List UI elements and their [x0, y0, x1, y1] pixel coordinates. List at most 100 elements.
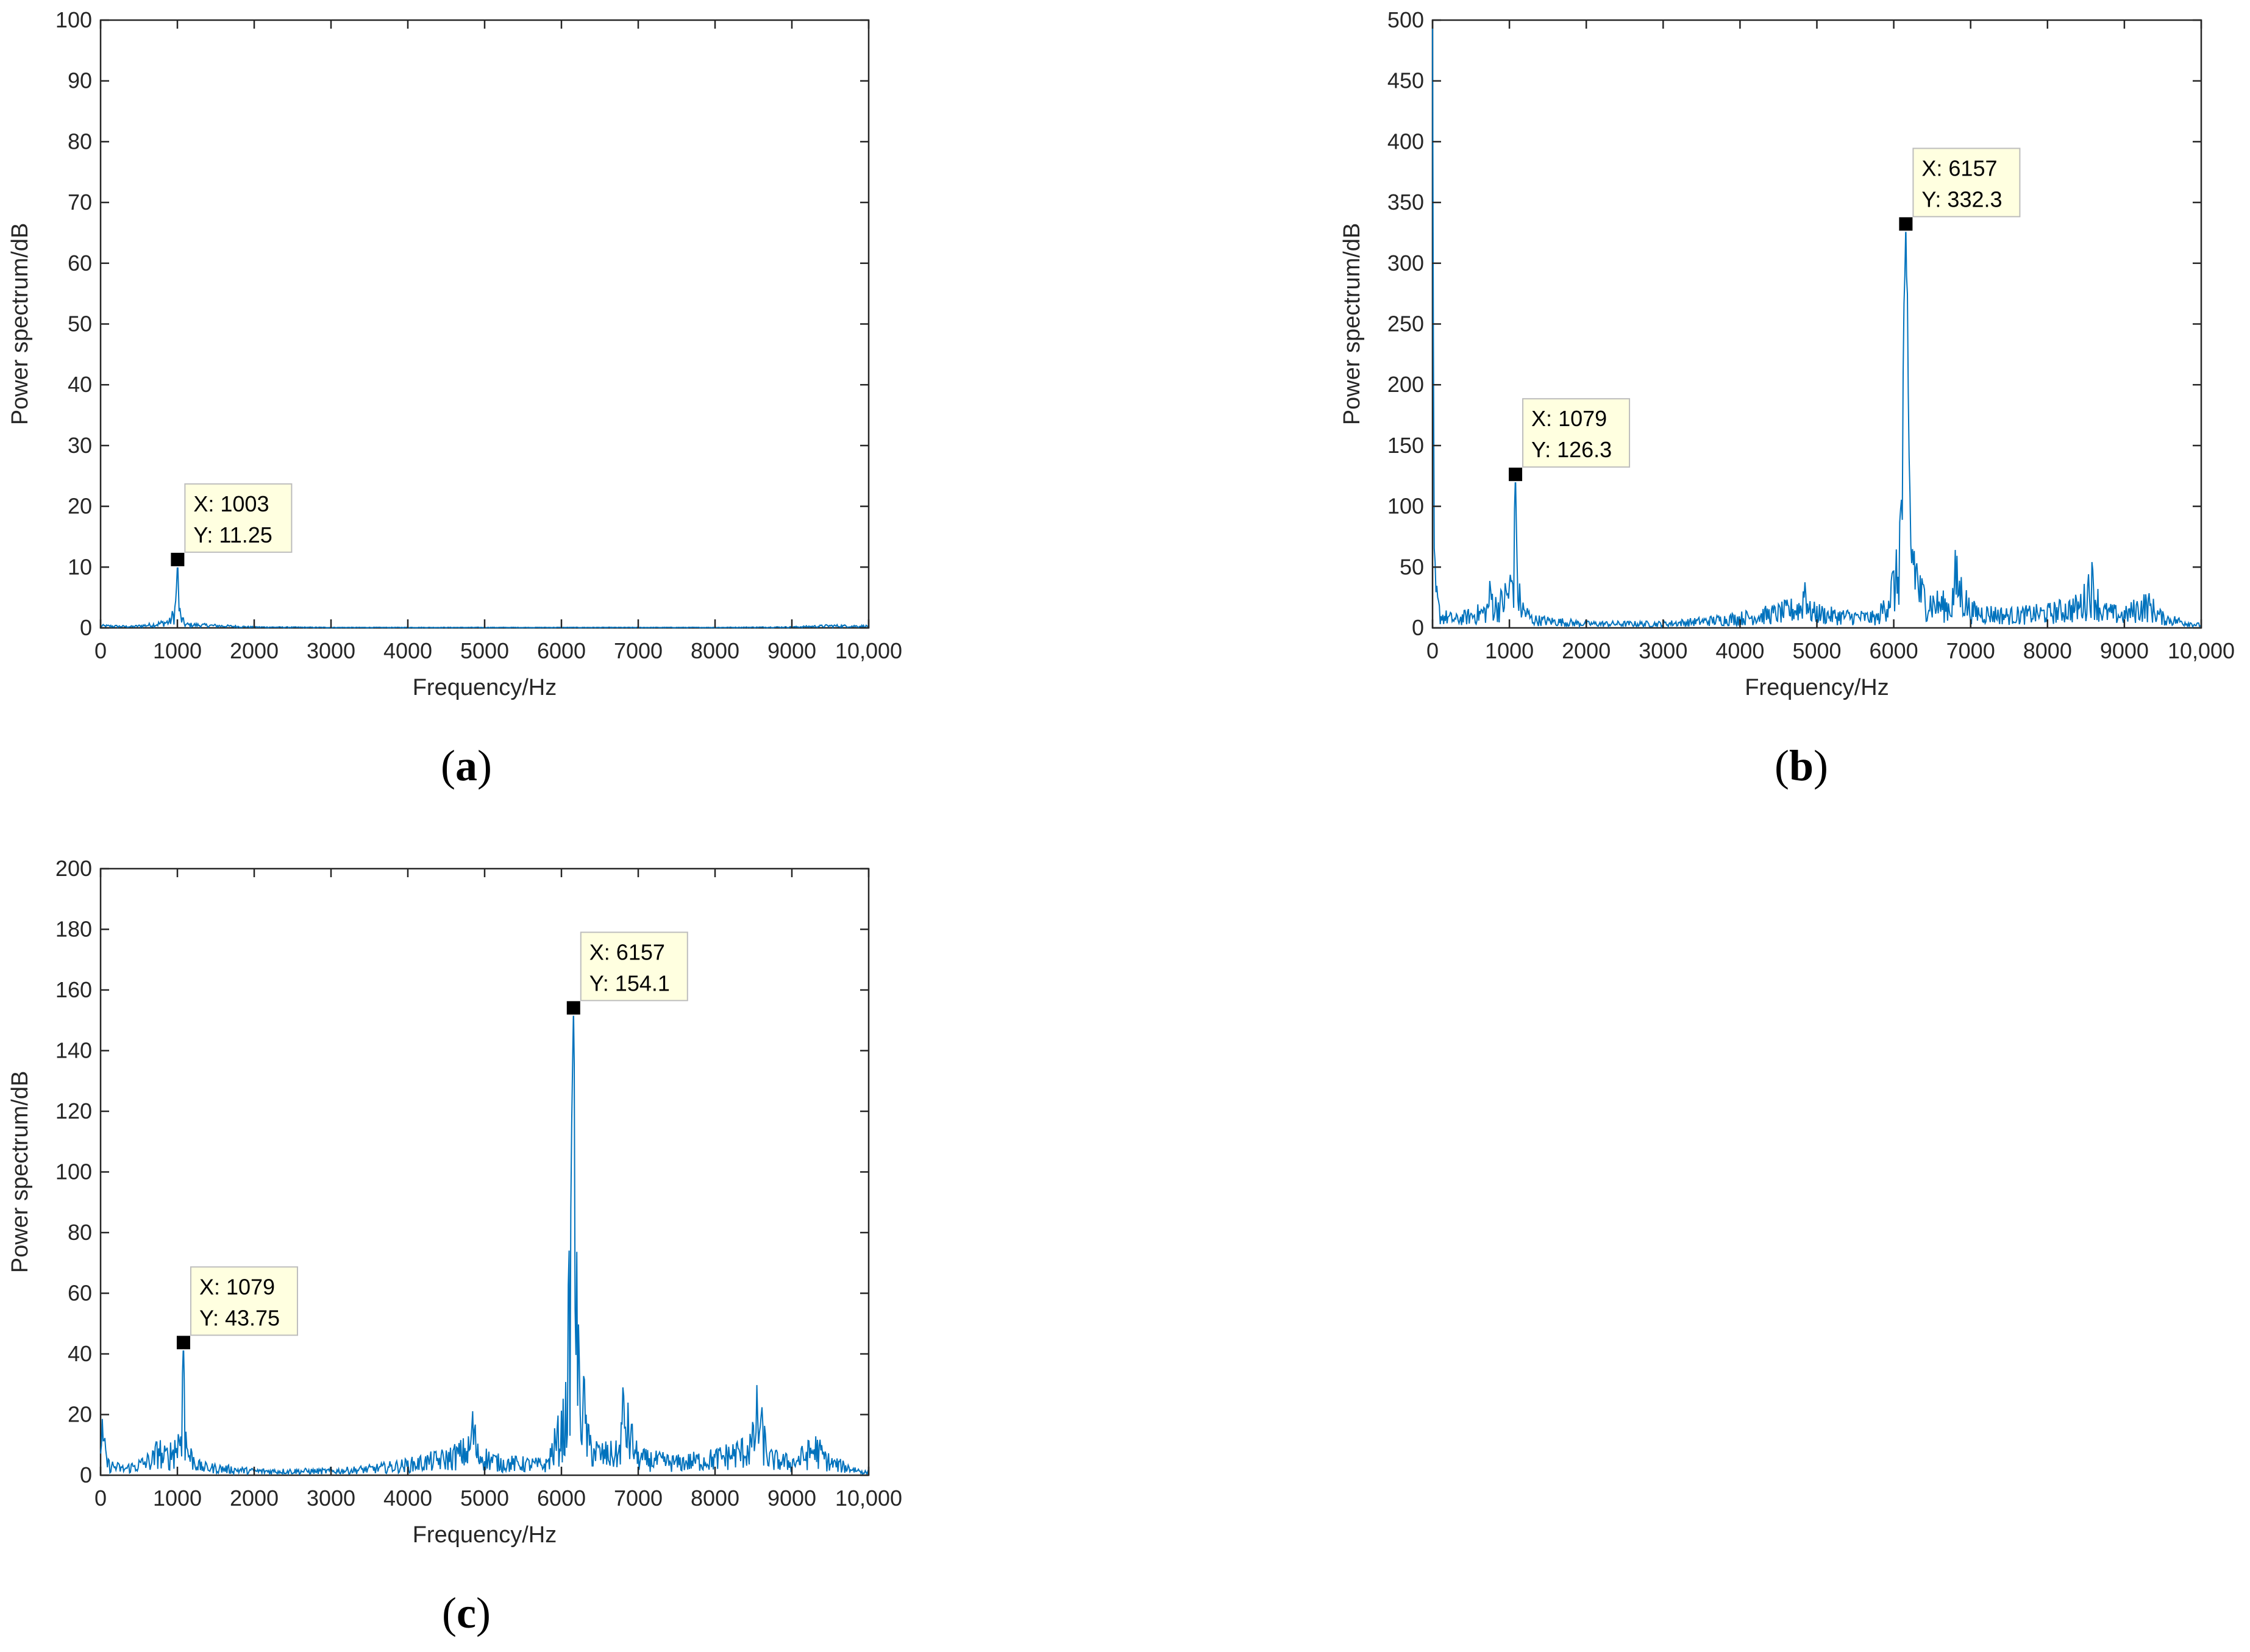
datatip-x-label: X: 6157 — [1921, 155, 1997, 180]
y-tick-label: 90 — [68, 68, 92, 93]
datatip-marker — [1898, 216, 1914, 232]
panel-label-open: ( — [441, 741, 455, 790]
y-tick-label: 300 — [1387, 251, 1424, 276]
panels-layer: 0 1000 2000 3000 4000 5000 6000 7000 8000 9000 10,… — [7, 7, 2235, 1637]
y-tick-label: 40 — [68, 1341, 92, 1366]
y-tick-label: 10 — [68, 554, 92, 579]
panel-label-close: ) — [477, 741, 492, 790]
y-tick-label: 400 — [1387, 129, 1424, 154]
y-tick-label: 0 — [80, 615, 92, 640]
datatip-box — [184, 483, 293, 553]
y-axis-label: Power spectrum/dB — [7, 223, 33, 425]
datatip-x-label: X: 1003 — [193, 491, 269, 516]
panel-label-letter: b — [1789, 741, 1814, 790]
datatip-x-label: X: 1079 — [1531, 406, 1607, 431]
x-tick-label: 0 — [1426, 638, 1439, 663]
x-tick-label: 9000 — [767, 1486, 816, 1511]
x-tick-label: 0 — [94, 1486, 107, 1511]
x-tick-label: 3000 — [1639, 638, 1687, 663]
x-tick-label: 7000 — [614, 638, 663, 663]
x-tick-label: 2000 — [1562, 638, 1611, 663]
y-tick-label: 30 — [68, 433, 92, 458]
panel-label: (a) — [441, 741, 492, 790]
x-tick-label: 2000 — [230, 638, 279, 663]
panel-label-open: ( — [442, 1589, 457, 1637]
datatip-y-label: Y: 11.25 — [193, 522, 272, 547]
plot-frame — [99, 867, 870, 1476]
y-tick-label: 0 — [80, 1462, 92, 1487]
y-tick-label: 100 — [55, 1159, 92, 1184]
datatip-marker — [565, 1000, 582, 1016]
x-tick-label: 6000 — [1870, 638, 1918, 663]
datatip-marker — [175, 1334, 191, 1351]
x-tick-label: 2000 — [230, 1486, 279, 1511]
panel-label: (c) — [442, 1589, 491, 1637]
y-tick-label: 100 — [1387, 494, 1424, 519]
datatip-x-label: X: 6157 — [589, 939, 665, 964]
x-tick-label: 10,000 — [835, 638, 902, 663]
y-tick-label: 50 — [68, 312, 92, 336]
x-tick-label: 6000 — [537, 1486, 586, 1511]
chart-panel-c: 0 1000 2000 3000 4000 5000 6000 7000 8000 9000 10,… — [7, 856, 902, 1637]
x-tick-label: 4000 — [1715, 638, 1764, 663]
x-tick-label: 9000 — [2100, 638, 2149, 663]
y-tick-label: 150 — [1387, 433, 1424, 458]
y-tick-label: 200 — [1387, 372, 1424, 397]
x-tick-label: 8000 — [2023, 638, 2072, 663]
spectrum-line — [100, 1008, 869, 1476]
x-tick-label: 5000 — [1792, 638, 1841, 663]
datatip-y-label: Y: 154.1 — [589, 970, 670, 995]
x-tick-label: 10,000 — [2168, 638, 2235, 663]
spectrum-line — [1432, 20, 2202, 629]
y-tick-label: 60 — [68, 1281, 92, 1306]
datatip-box — [1522, 398, 1631, 468]
y-tick-label: 40 — [68, 372, 92, 397]
x-tick-label: 8000 — [691, 638, 739, 663]
panel-label-close: ) — [476, 1589, 491, 1637]
x-tick-label: 1000 — [153, 638, 202, 663]
x-axis-label: Frequency/Hz — [413, 1522, 557, 1548]
panel-label-letter: a — [455, 741, 477, 790]
x-tick-label: 10,000 — [835, 1486, 902, 1511]
datatip-box — [190, 1266, 298, 1336]
datatip-marker — [1508, 466, 1524, 483]
datatip-y-label: Y: 332.3 — [1921, 187, 2002, 212]
y-tick-label: 450 — [1387, 68, 1424, 93]
y-tick-label: 70 — [68, 190, 92, 215]
x-tick-label: 5000 — [460, 1486, 509, 1511]
y-tick-label: 160 — [55, 977, 92, 1002]
datatip-y-label: Y: 43.75 — [199, 1305, 280, 1330]
x-tick-label: 1000 — [153, 1486, 202, 1511]
y-tick-label: 0 — [1412, 615, 1424, 640]
y-tick-label: 60 — [68, 251, 92, 276]
x-tick-label: 3000 — [307, 638, 355, 663]
x-tick-label: 4000 — [383, 1486, 432, 1511]
panel-label-letter: c — [457, 1589, 476, 1637]
x-tick-label: 8000 — [691, 1486, 739, 1511]
panel-label-open: ( — [1775, 741, 1789, 790]
y-tick-label: 350 — [1387, 190, 1424, 215]
x-tick-label: 7000 — [614, 1486, 663, 1511]
y-axis-label: Power spectrum/dB — [7, 1071, 33, 1273]
datatip-box — [580, 931, 688, 1002]
datatip-box — [1912, 148, 2021, 218]
x-tick-label: 6000 — [537, 638, 586, 663]
x-tick-label: 4000 — [383, 638, 432, 663]
x-tick-label: 7000 — [1946, 638, 1995, 663]
datatip-y-label: Y: 126.3 — [1531, 437, 1612, 462]
y-tick-label: 120 — [55, 1098, 92, 1123]
x-axis-label: Frequency/Hz — [413, 675, 557, 700]
y-tick-label: 180 — [55, 917, 92, 942]
y-axis-label: Power spectrum/dB — [1339, 223, 1365, 425]
y-tick-label: 20 — [68, 1402, 92, 1427]
y-tick-label: 250 — [1387, 312, 1424, 336]
x-tick-label: 0 — [94, 638, 107, 663]
y-tick-label: 50 — [1400, 554, 1424, 579]
y-tick-label: 500 — [1387, 7, 1424, 32]
panel-label-close: ) — [1814, 741, 1828, 790]
datatip-marker — [169, 551, 186, 568]
y-tick-label: 100 — [55, 7, 92, 32]
datatip-x-label: X: 1079 — [199, 1274, 275, 1299]
chart-panel-a: 0 1000 2000 3000 4000 5000 6000 7000 8000 9000 10,… — [7, 7, 902, 790]
